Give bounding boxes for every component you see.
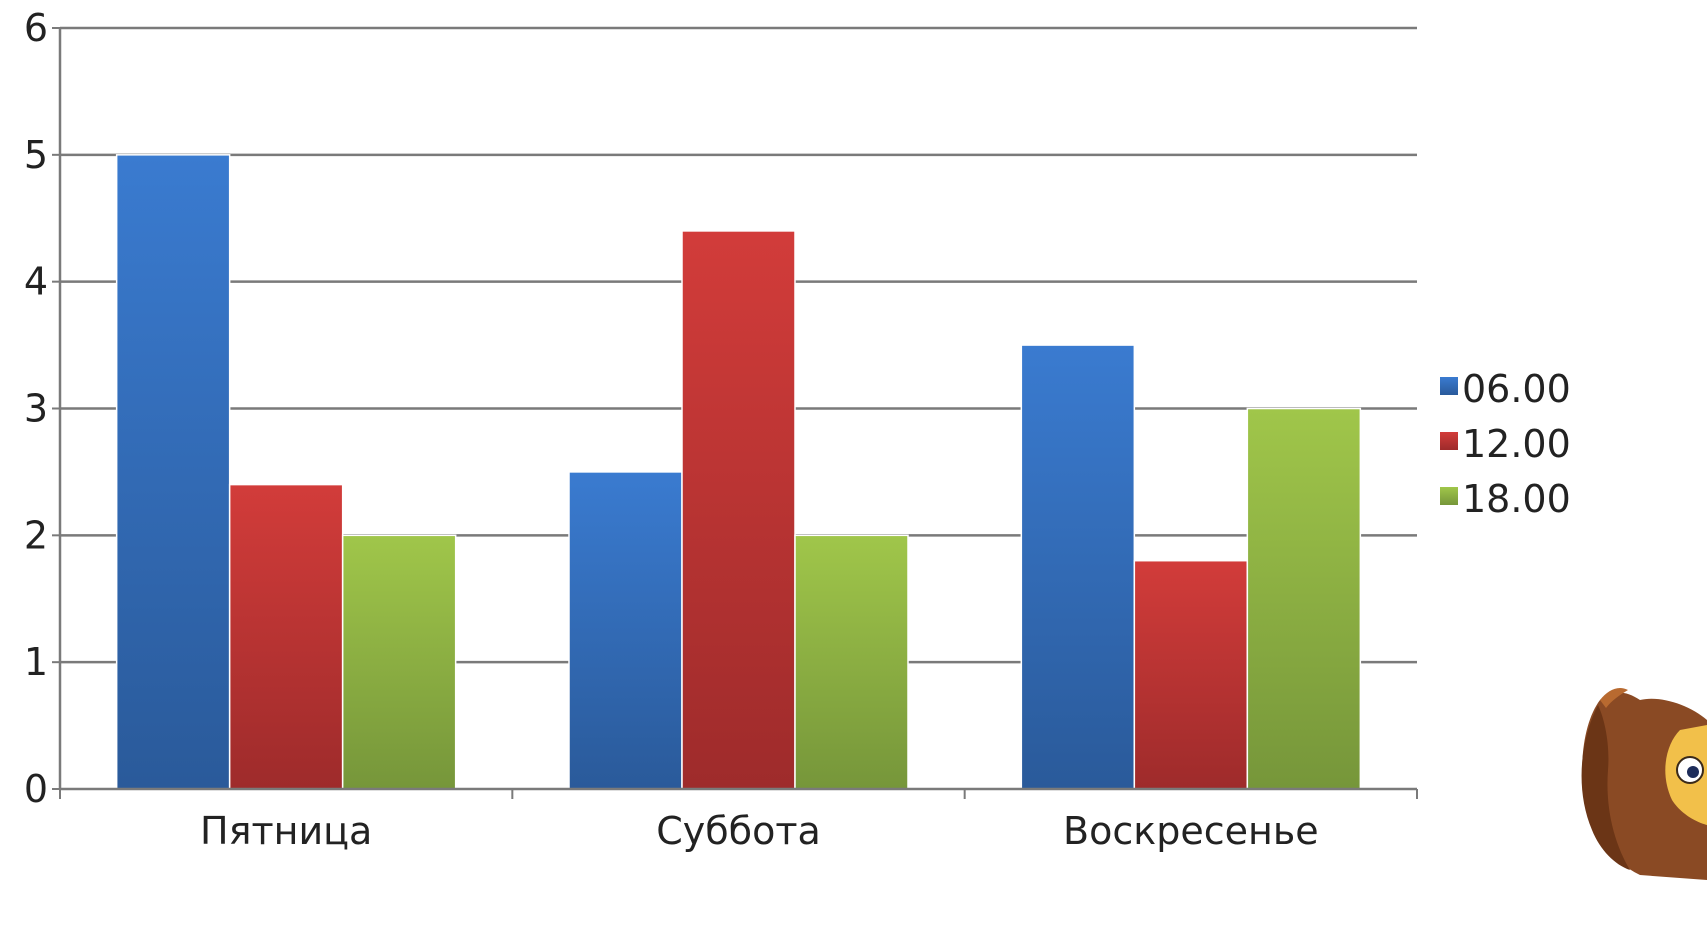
- y-tick-label: 0: [24, 767, 48, 811]
- legend-swatch-12.00: [1440, 432, 1458, 450]
- bar-12.00-Суббота: [681, 230, 796, 790]
- y-tick-label: 3: [24, 387, 48, 431]
- bar-06.00-Пятница: [115, 154, 231, 790]
- bars: [115, 154, 1362, 790]
- bar-18.00-Суббота: [794, 534, 909, 790]
- bar-12.00-Пятница: [228, 483, 344, 790]
- legend-label: 18.00: [1462, 477, 1571, 521]
- bar-18.00-Воскресенье: [1246, 407, 1362, 790]
- y-tick-label: 2: [24, 513, 48, 557]
- x-category-label: Суббота: [656, 809, 821, 853]
- y-tick-label: 4: [24, 260, 48, 304]
- legend: 06.00 12.00 18.00: [1440, 367, 1571, 521]
- bar-06.00-Суббота: [568, 471, 683, 790]
- legend-label: 12.00: [1462, 422, 1571, 466]
- bar-06.00-Воскресенье: [1020, 344, 1136, 790]
- bar-12.00-Воскресенье: [1133, 559, 1249, 790]
- y-tick-label: 6: [24, 6, 48, 50]
- owl-icon: [1581, 688, 1707, 880]
- x-category-label: Пятница: [200, 809, 372, 853]
- category-labels: Пятница Суббота Воскресенье: [200, 809, 1319, 853]
- y-tick-labels: 0 1 2 3 4 5 6: [24, 6, 48, 811]
- axes: [52, 27, 1418, 799]
- bar-18.00-Пятница: [341, 534, 457, 790]
- y-tick-label: 1: [24, 640, 48, 684]
- y-tick-label: 5: [24, 133, 48, 177]
- x-category-label: Воскресенье: [1063, 809, 1319, 853]
- legend-swatch-06.00: [1440, 377, 1458, 395]
- legend-swatch-18.00: [1440, 487, 1458, 505]
- legend-label: 06.00: [1462, 367, 1571, 411]
